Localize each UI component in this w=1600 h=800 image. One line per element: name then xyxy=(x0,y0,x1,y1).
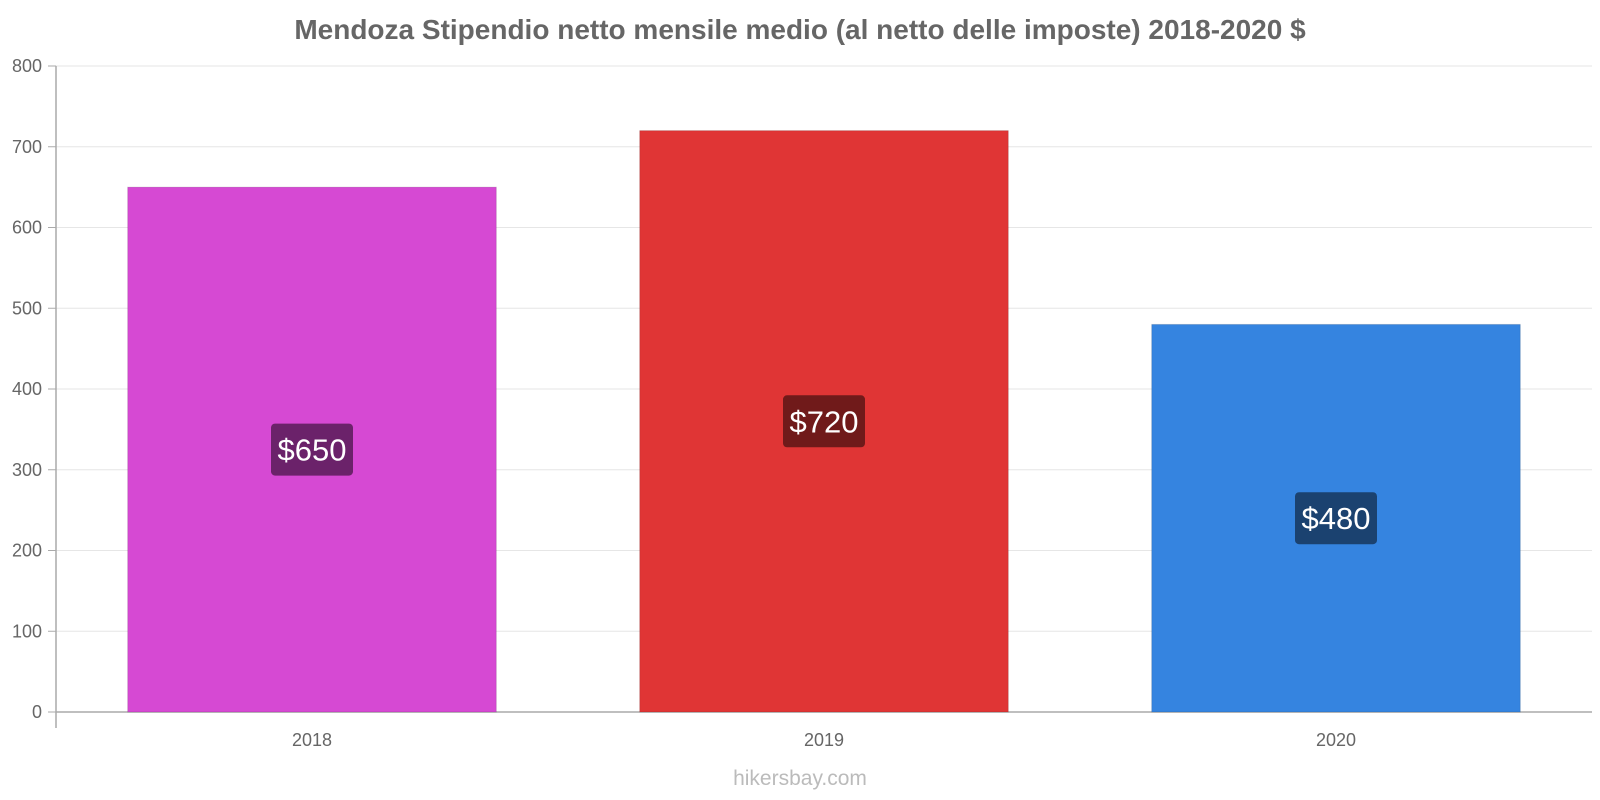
y-tick-label: 500 xyxy=(12,298,42,318)
y-tick-label: 300 xyxy=(12,460,42,480)
y-tick-label: 100 xyxy=(12,621,42,641)
value-label: $650 xyxy=(278,433,347,468)
y-tick-label: 0 xyxy=(32,702,42,722)
value-label-background xyxy=(271,423,353,476)
chart-title: Mendoza Stipendio netto mensile medio (a… xyxy=(294,14,1306,45)
watermark: hikersbay.com xyxy=(733,767,867,790)
y-tick-label: 200 xyxy=(12,541,42,561)
y-tick-label: 700 xyxy=(12,137,42,157)
y-tick-label: 600 xyxy=(12,218,42,238)
value-label-background xyxy=(1295,492,1377,545)
x-tick-label: 2019 xyxy=(804,730,844,750)
value-label-background xyxy=(783,395,865,448)
x-tick-label: 2020 xyxy=(1316,730,1356,750)
y-tick-label: 800 xyxy=(12,56,42,76)
value-label: $480 xyxy=(1302,501,1371,536)
y-tick-label: 400 xyxy=(12,379,42,399)
x-tick-label: 2018 xyxy=(292,730,332,750)
value-label: $720 xyxy=(790,404,859,439)
